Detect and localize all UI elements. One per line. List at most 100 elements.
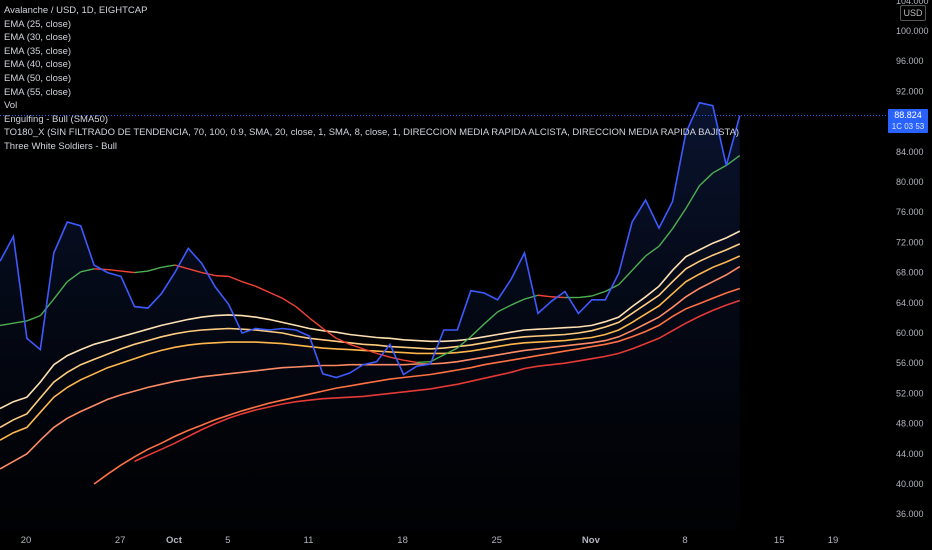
ema-25-segment [658, 228, 674, 247]
x-tick-label: 5 [225, 535, 230, 546]
ema-25-segment [362, 348, 377, 355]
ema-25-segment [228, 275, 243, 283]
x-tick-label: 19 [828, 535, 839, 546]
last-price-tag: 88.824 1C 03 53 [888, 109, 928, 133]
ema-25-segment [308, 317, 324, 330]
ema-25-segment [537, 294, 552, 298]
ema-25-segment [416, 360, 431, 364]
ema-25-segment [241, 280, 256, 287]
ema-25-segment [295, 306, 310, 319]
ema-25-segment [39, 298, 55, 317]
ema-25-segment [335, 337, 350, 345]
ema-25-segment [322, 327, 337, 339]
y-tick-label: 100.000 [896, 26, 929, 36]
ema-25-segment [120, 270, 135, 274]
ema-25-segment [510, 298, 525, 306]
ema-25-segment [631, 255, 647, 271]
ema-25-segment [349, 343, 364, 350]
ema-25-segment [645, 245, 660, 257]
currency-label[interactable]: USD [900, 5, 926, 21]
ema-30-band-line [0, 230, 741, 410]
ema-25-segment [376, 352, 391, 358]
ema-25-segment [147, 266, 162, 272]
y-tick-label: 44.000 [896, 449, 924, 459]
y-tick-label: 80.000 [896, 177, 924, 187]
legend-ema-35[interactable]: EMA (35, close) [4, 45, 72, 57]
legend-ema-30[interactable]: EMA (30, close) [4, 32, 72, 44]
ema-25-segment [403, 359, 418, 364]
ema-25-segment [255, 285, 270, 293]
ema-25-segment [430, 354, 445, 363]
legend-ema-25[interactable]: EMA (25, close) [4, 18, 72, 30]
ema-25-segment [174, 264, 189, 270]
ema-25-segment [725, 155, 741, 166]
ema-25-segment [161, 264, 175, 269]
price-area [0, 102, 740, 530]
legend-symbol[interactable]: Avalanche / USD, 1D, EIGHTCAP [4, 5, 148, 16]
y-tick-label: 52.000 [896, 388, 924, 398]
legend-ema-40[interactable]: EMA (40, close) [4, 59, 72, 71]
y-tick-label: 104.000 [896, 0, 929, 6]
ema-25-segment [483, 311, 499, 325]
x-tick-label: 15 [774, 535, 785, 546]
ema-25-segment [497, 304, 512, 313]
y-tick-label: 84.000 [896, 147, 924, 157]
legend-ema-50[interactable]: EMA (50, close) [4, 72, 72, 84]
legend-engulfing[interactable]: Engulfing - Bull (SMA50) [4, 113, 109, 125]
ema-25-segment [685, 185, 701, 209]
ema-25-segment [134, 270, 149, 274]
y-tick-label: 60.000 [896, 328, 924, 338]
indicator-legend: Avalanche / USD, 1D, EIGHTCAP EMA (25, c… [4, 4, 739, 154]
ema-25-segment [524, 294, 539, 300]
legend-vol[interactable]: Vol [4, 100, 18, 112]
x-tick-label: 20 [21, 535, 32, 546]
y-tick-label: 92.000 [896, 86, 924, 96]
price-line [0, 101, 741, 379]
ema-25-segment [26, 314, 41, 322]
ema-25-segment [591, 290, 606, 297]
y-tick-label: 96.000 [896, 56, 924, 66]
ema-25-segment [107, 268, 122, 272]
ema-50-line [93, 287, 741, 485]
last-price-sub: 1C 03 53 [891, 122, 925, 131]
ema-25-segment [456, 336, 472, 349]
x-tick-label: 8 [682, 535, 687, 546]
legend-to180[interactable]: TO180_X (SIN FILTRADO DE TENDENCIA, 70, … [4, 127, 740, 139]
ema-25-segment [671, 208, 687, 230]
y-tick-label: 36.000 [896, 509, 924, 519]
x-tick-label: Nov [582, 535, 601, 546]
y-tick-label: 56.000 [896, 358, 924, 368]
ema-25-segment [443, 347, 458, 356]
ema-25-segment [712, 164, 727, 174]
x-tick-label: 27 [115, 535, 126, 546]
ema-25-segment [618, 269, 633, 286]
ema-55-line [134, 299, 741, 463]
ema-25-segment [698, 172, 714, 187]
y-tick-label: 76.000 [896, 207, 924, 217]
ema-40-line [0, 265, 741, 470]
ema-25-segment [0, 322, 14, 327]
ema-25-segment [80, 268, 95, 273]
x-tick-label: 18 [397, 535, 408, 546]
ema-25-segment [470, 323, 485, 338]
ema-25-segment [282, 297, 297, 308]
ema-25-segment [188, 268, 202, 274]
y-tick-label: 48.000 [896, 419, 924, 429]
last-price-value: 88.824 [894, 110, 922, 120]
x-tick-label: Oct [166, 535, 183, 546]
legend-three-soldiers[interactable]: Three White Soldiers - Bull [4, 140, 117, 152]
ema-25-segment [578, 295, 592, 299]
y-tick-label: 68.000 [896, 268, 924, 278]
ema-25-segment [66, 271, 82, 283]
y-tick-label: 64.000 [896, 298, 924, 308]
y-tick-label: 40.000 [896, 479, 924, 489]
ema-25-segment [268, 291, 283, 299]
y-tick-label: 72.000 [896, 237, 924, 247]
ema-25-segment [53, 281, 68, 300]
x-tick-label: 11 [304, 535, 314, 546]
ema-30-line [0, 243, 741, 429]
legend-ema-55[interactable]: EMA (55, close) [4, 86, 72, 98]
x-tick-label: 25 [491, 535, 502, 546]
ema-25-segment [215, 274, 229, 278]
